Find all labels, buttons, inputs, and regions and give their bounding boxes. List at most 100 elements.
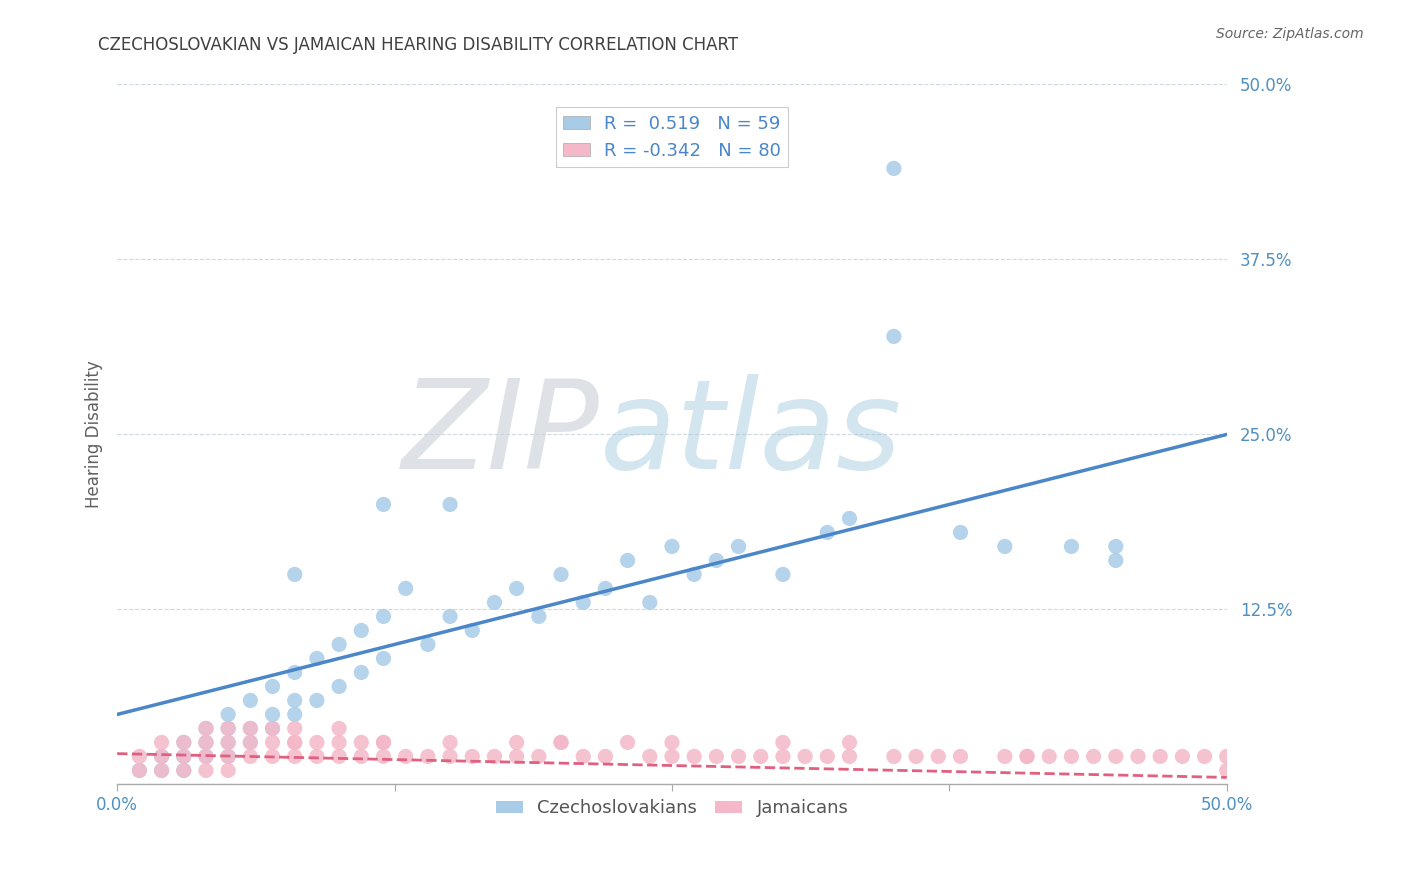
Point — [1060, 540, 1083, 554]
Point — [217, 749, 239, 764]
Point — [550, 735, 572, 749]
Point — [815, 749, 838, 764]
Point — [1216, 764, 1239, 778]
Point — [1105, 540, 1128, 554]
Point — [1083, 749, 1105, 764]
Point — [239, 749, 262, 764]
Point — [373, 735, 395, 749]
Point — [373, 651, 395, 665]
Point — [328, 722, 350, 736]
Point — [439, 609, 461, 624]
Point — [150, 764, 173, 778]
Point — [262, 722, 284, 736]
Point — [150, 749, 173, 764]
Point — [173, 735, 195, 749]
Point — [949, 749, 972, 764]
Point — [239, 722, 262, 736]
Point — [416, 637, 439, 651]
Point — [217, 735, 239, 749]
Point — [217, 749, 239, 764]
Point — [838, 735, 860, 749]
Point — [927, 749, 949, 764]
Point — [505, 735, 527, 749]
Point — [217, 764, 239, 778]
Point — [305, 651, 328, 665]
Point — [305, 749, 328, 764]
Y-axis label: Hearing Disability: Hearing Disability — [86, 360, 103, 508]
Point — [373, 749, 395, 764]
Point — [838, 511, 860, 525]
Point — [1126, 749, 1149, 764]
Point — [262, 749, 284, 764]
Point — [194, 722, 217, 736]
Point — [373, 498, 395, 512]
Point — [217, 722, 239, 736]
Point — [550, 567, 572, 582]
Point — [217, 722, 239, 736]
Point — [572, 595, 595, 609]
Point — [239, 693, 262, 707]
Point — [194, 749, 217, 764]
Point — [1105, 749, 1128, 764]
Point — [527, 749, 550, 764]
Point — [173, 749, 195, 764]
Point — [616, 553, 638, 567]
Point — [815, 525, 838, 540]
Point — [284, 735, 307, 749]
Point — [883, 161, 905, 176]
Point — [284, 567, 307, 582]
Point — [262, 722, 284, 736]
Point — [905, 749, 928, 764]
Point — [772, 735, 794, 749]
Point — [461, 749, 484, 764]
Point — [461, 624, 484, 638]
Point — [262, 707, 284, 722]
Point — [284, 722, 307, 736]
Point — [572, 749, 595, 764]
Point — [550, 735, 572, 749]
Point — [883, 329, 905, 343]
Point — [239, 735, 262, 749]
Point — [794, 749, 817, 764]
Point — [395, 582, 418, 596]
Point — [373, 735, 395, 749]
Point — [239, 722, 262, 736]
Point — [883, 749, 905, 764]
Point — [706, 749, 728, 764]
Point — [173, 764, 195, 778]
Point — [527, 609, 550, 624]
Point — [439, 498, 461, 512]
Point — [173, 764, 195, 778]
Point — [284, 693, 307, 707]
Point — [350, 624, 373, 638]
Point — [305, 735, 328, 749]
Text: Source: ZipAtlas.com: Source: ZipAtlas.com — [1216, 27, 1364, 41]
Point — [683, 749, 706, 764]
Point — [638, 595, 661, 609]
Point — [949, 525, 972, 540]
Legend: Czechoslovakians, Jamaicans: Czechoslovakians, Jamaicans — [488, 792, 856, 824]
Point — [595, 749, 617, 764]
Point — [350, 665, 373, 680]
Point — [416, 749, 439, 764]
Point — [595, 582, 617, 596]
Point — [772, 749, 794, 764]
Point — [994, 749, 1017, 764]
Point — [838, 749, 860, 764]
Point — [1038, 749, 1060, 764]
Point — [1015, 749, 1038, 764]
Point — [505, 749, 527, 764]
Point — [484, 595, 506, 609]
Point — [1015, 749, 1038, 764]
Point — [173, 749, 195, 764]
Point — [373, 609, 395, 624]
Point — [727, 749, 749, 764]
Point — [173, 735, 195, 749]
Point — [706, 553, 728, 567]
Point — [328, 749, 350, 764]
Point — [1149, 749, 1171, 764]
Point — [194, 764, 217, 778]
Point — [772, 567, 794, 582]
Point — [194, 749, 217, 764]
Point — [150, 735, 173, 749]
